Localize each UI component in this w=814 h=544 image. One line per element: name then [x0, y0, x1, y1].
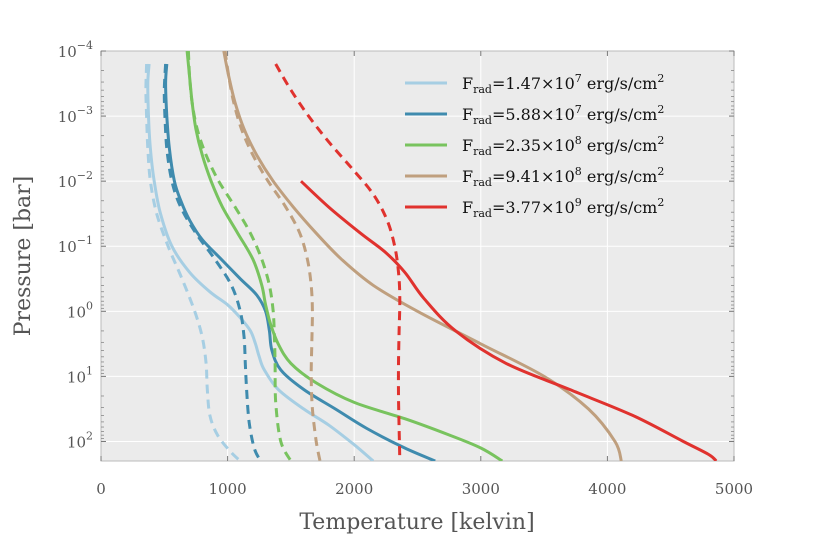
- x-tick-label: 3000: [462, 480, 500, 498]
- legend: Frad=1.47×107 erg/s/cm2 Frad=5.88×107 erg…: [405, 72, 664, 220]
- series-2-dashed-line: [162, 63, 262, 461]
- series-2-solid-line: [164, 63, 436, 461]
- series-1-dashed-line: [144, 63, 242, 461]
- x-tick-label: 1000: [209, 480, 247, 498]
- series-5-dashed-line: [274, 63, 402, 461]
- series-4-dashed-line: [223, 51, 322, 461]
- y-tick-label: 100: [67, 299, 93, 321]
- y-axis-label: Pressure [bar]: [11, 176, 36, 337]
- x-tick-label: 0: [96, 480, 106, 498]
- x-tick-labels: 0 1000 2000 3000 4000 5000: [96, 480, 753, 498]
- legend-label-1: Frad=1.47×107 erg/s/cm2: [462, 72, 664, 96]
- y-tick-label: 10−4: [58, 39, 93, 61]
- y-tick-label: 101: [67, 364, 93, 386]
- x-tick-label: 4000: [588, 480, 626, 498]
- x-tick-label: 5000: [715, 480, 753, 498]
- y-tick-label: 10−2: [58, 169, 93, 191]
- series-1-solid-line: [146, 63, 375, 461]
- series-3-solid-line: [185, 51, 504, 461]
- series-4-solid-line: [222, 51, 623, 461]
- y-tick-label: 10−3: [58, 104, 93, 126]
- y-tick-label: 102: [67, 429, 93, 451]
- y-tick-labels: 10−4 10−3 10−2 10−1 100 101 102: [58, 39, 93, 451]
- legend-label-5: Frad=3.77×109 erg/s/cm2: [462, 196, 664, 220]
- x-axis-label: Temperature [kelvin]: [299, 510, 534, 535]
- legend-label-3: Frad=2.35×108 erg/s/cm2: [462, 134, 664, 158]
- x-tick-label: 2000: [335, 480, 373, 498]
- legend-label-2: Frad=5.88×107 erg/s/cm2: [462, 103, 664, 127]
- minor-ticks: [100, 50, 735, 461]
- legend-label-4: Frad=9.41×108 erg/s/cm2: [462, 165, 664, 189]
- series-layer: [144, 51, 718, 461]
- y-tick-label: 10−1: [58, 234, 93, 256]
- series-5-solid-line: [299, 180, 718, 461]
